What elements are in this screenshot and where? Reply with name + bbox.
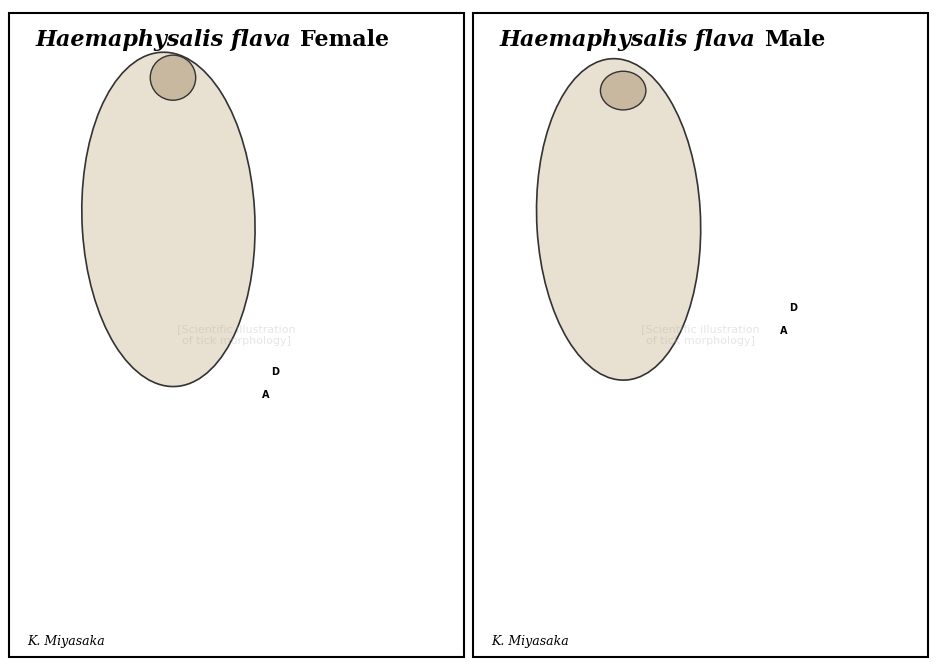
Text: Female: Female xyxy=(300,29,389,51)
Text: K. Miyasaka: K. Miyasaka xyxy=(27,635,105,647)
Text: Haemaphysalis flava: Haemaphysalis flava xyxy=(36,29,291,51)
Text: K. Miyasaka: K. Miyasaka xyxy=(490,635,568,647)
Text: Haemaphysalis flava: Haemaphysalis flava xyxy=(499,29,754,51)
Ellipse shape xyxy=(150,55,196,100)
Ellipse shape xyxy=(536,58,700,380)
Text: D: D xyxy=(788,303,797,313)
Ellipse shape xyxy=(81,52,255,386)
Text: D: D xyxy=(271,367,278,377)
Text: Male: Male xyxy=(763,29,825,51)
Text: A: A xyxy=(779,325,786,336)
Text: [Scientific illustration
of tick morphology]: [Scientific illustration of tick morphol… xyxy=(177,325,296,346)
Ellipse shape xyxy=(600,71,645,110)
Text: [Scientific illustration
of tick morphology]: [Scientific illustration of tick morphol… xyxy=(640,325,759,346)
Text: A: A xyxy=(261,390,269,400)
